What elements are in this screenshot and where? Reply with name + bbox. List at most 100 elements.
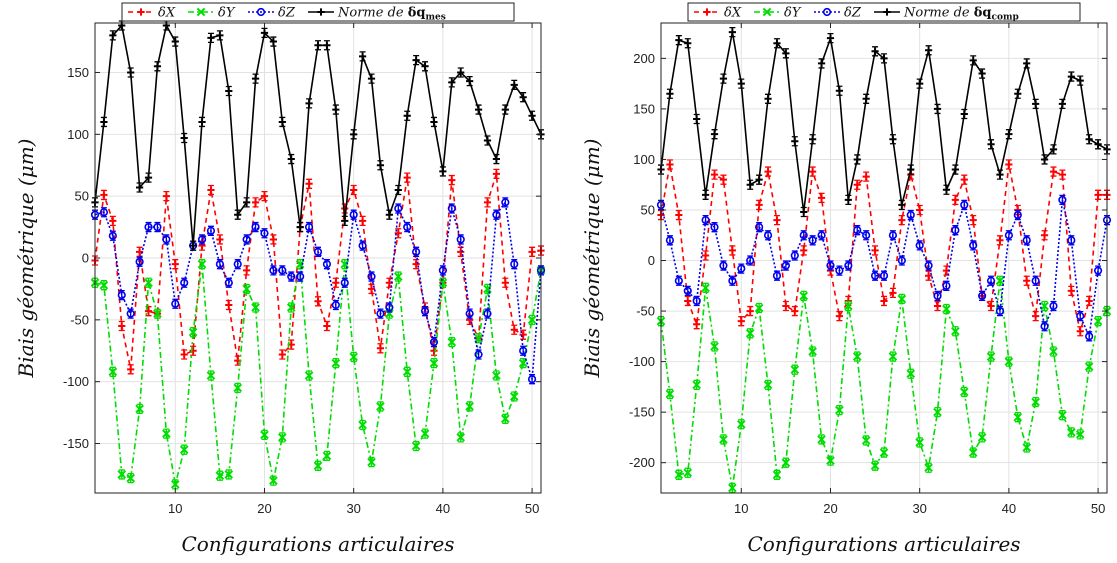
data-point (420, 429, 430, 438)
data-point (519, 331, 527, 339)
data-point (755, 201, 763, 209)
data-point (915, 438, 924, 447)
series-1 (90, 259, 546, 490)
data-point (278, 433, 287, 442)
data-point (332, 105, 340, 114)
data-point (322, 451, 332, 461)
data-point (1075, 430, 1085, 439)
data-point (313, 247, 323, 256)
legend-marker (256, 7, 266, 17)
chart-panel-right: 10 20 30 40 50 -200 -150 -100 -50 0 50 100 150 200 Con… (580, 2, 1112, 556)
data-point (1014, 90, 1022, 98)
data-point (772, 470, 782, 480)
data-point (438, 266, 447, 275)
data-point (684, 39, 692, 47)
data-point (510, 260, 519, 269)
data-point (430, 118, 438, 126)
data-point (305, 180, 313, 188)
data-point (501, 105, 509, 114)
data-point (666, 90, 674, 98)
data-point (456, 433, 466, 442)
data-point (394, 204, 403, 213)
data-point (527, 315, 537, 325)
data-point (260, 29, 269, 37)
data-point (942, 186, 951, 194)
data-point (126, 473, 135, 483)
data-point (1058, 100, 1066, 108)
data-point (1093, 266, 1103, 275)
data-point (99, 208, 109, 217)
data-point (215, 471, 225, 480)
data-point (746, 181, 754, 189)
legend-item-1: δY (188, 6, 236, 21)
data-point (420, 307, 430, 316)
data-point (430, 347, 438, 355)
data-point (951, 165, 959, 174)
data-point (674, 470, 684, 480)
legend-marker (762, 7, 772, 17)
data-point (251, 303, 260, 312)
data-point (755, 176, 763, 184)
data-point (127, 365, 135, 373)
data-point (127, 68, 135, 77)
data-point (412, 56, 420, 64)
x-axis-label: Configurations articulaires (747, 532, 1020, 556)
data-point (916, 80, 924, 88)
data-point (403, 112, 411, 120)
data-point (1004, 357, 1014, 366)
y-tick-label: 0 (648, 253, 655, 268)
data-point (1031, 276, 1040, 285)
data-point (501, 414, 510, 424)
data-point (951, 326, 960, 336)
data-point (100, 191, 108, 199)
data-point (109, 217, 117, 225)
data-point (456, 235, 465, 244)
data-point (117, 470, 127, 479)
data-point (180, 134, 188, 142)
data-point (180, 350, 188, 359)
data-point (251, 198, 260, 206)
data-point (349, 210, 358, 219)
data-point (331, 300, 340, 310)
series-0 (91, 168, 545, 375)
data-point (773, 39, 781, 47)
data-point (1085, 297, 1093, 305)
data-point (710, 342, 719, 351)
data-point (207, 34, 215, 42)
data-point (403, 174, 411, 182)
series-line (94, 264, 542, 485)
data-point (225, 87, 233, 95)
data-point (510, 326, 518, 334)
data-point (234, 211, 242, 219)
data-point (719, 176, 728, 184)
data-point (447, 337, 457, 347)
data-point (968, 448, 978, 457)
data-point (764, 95, 772, 103)
data-point (492, 155, 500, 163)
data-point (350, 130, 358, 138)
data-point (118, 322, 126, 330)
data-point (889, 135, 897, 143)
data-point (403, 222, 412, 232)
data-point (710, 130, 719, 138)
legend: δX δY δZ Norme de δqmes (121, 2, 515, 23)
data-point (367, 285, 376, 293)
data-point (170, 480, 180, 489)
y-tick-label: 50 (641, 202, 655, 217)
data-point (474, 334, 483, 343)
x-tick-label: 10 (168, 501, 182, 516)
series-3 (91, 20, 545, 251)
data-point (367, 457, 376, 467)
data-point (817, 231, 826, 240)
y-tick-label: 50 (75, 189, 89, 204)
data-point (1084, 362, 1094, 371)
data-point (359, 52, 367, 60)
data-point (1067, 236, 1076, 245)
data-point (269, 266, 278, 275)
data-point (429, 338, 439, 347)
data-point (243, 266, 251, 274)
data-point (501, 198, 510, 207)
data-point (108, 367, 118, 377)
data-point (809, 167, 817, 176)
data-point (808, 347, 817, 356)
